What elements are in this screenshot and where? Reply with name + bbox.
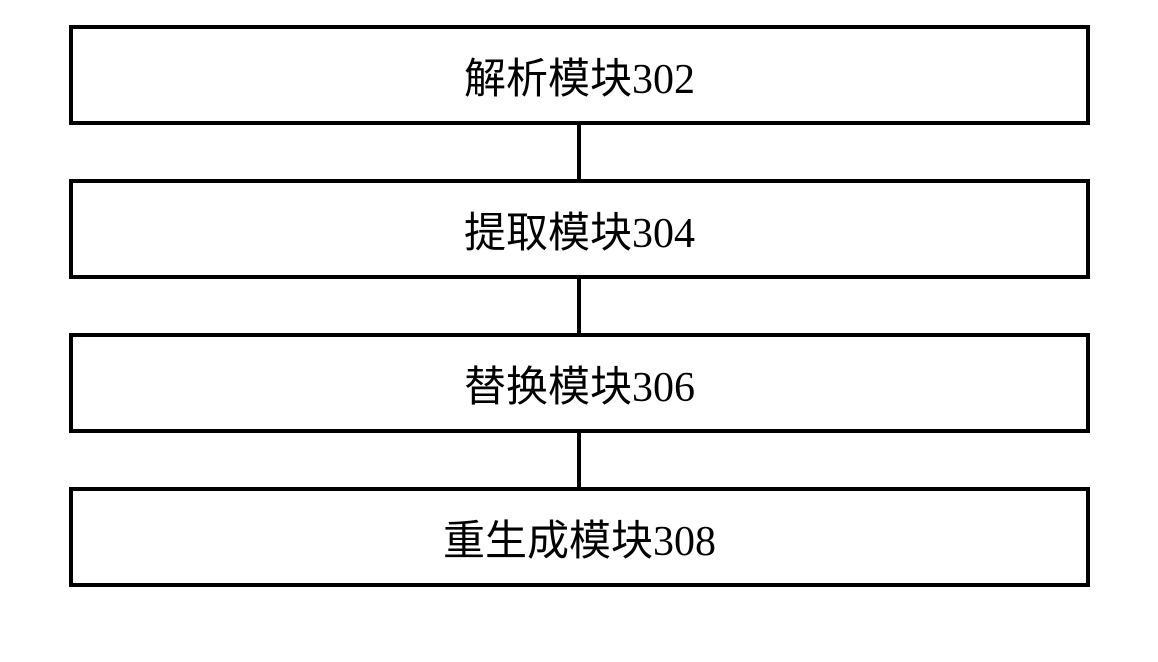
flowchart-node-replace: 替换模块306 (69, 333, 1090, 433)
flowchart-node-parse: 解析模块302 (69, 25, 1090, 125)
flowchart-diagram: 解析模块302 提取模块304 替换模块306 重生成模块308 (0, 0, 1158, 662)
flowchart-edge (577, 125, 581, 179)
flowchart-edge (577, 433, 581, 487)
flowchart-node-extract: 提取模块304 (69, 179, 1090, 279)
flowchart-edge (577, 279, 581, 333)
flowchart-node-regenerate: 重生成模块308 (69, 487, 1090, 587)
